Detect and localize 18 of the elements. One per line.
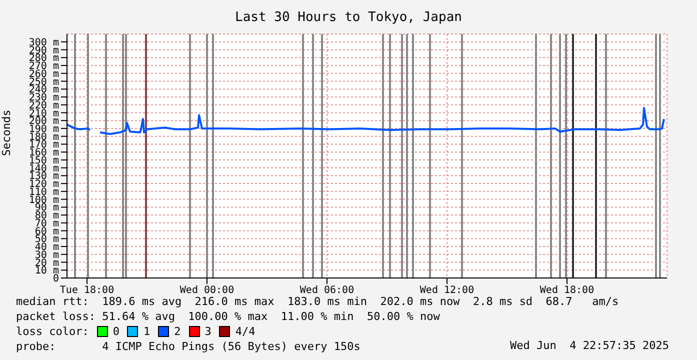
text: 4/4 [235, 324, 256, 339]
text: 2 [174, 324, 181, 339]
x-tick-label: Wed 18:00 [540, 285, 594, 296]
text: packet loss: 51.64 % avg 100.00 % max 11.00 % min 50.00 % now [16, 309, 441, 324]
chart-title: Last 30 Hours to Tokyo, Japan [234, 10, 463, 25]
x-tick-label: Wed 12:00 [420, 285, 474, 296]
x-tick-label: Wed 06:00 [300, 285, 354, 296]
x-tick-label: Wed 00:00 [180, 285, 234, 296]
text: loss color: [16, 324, 89, 339]
y-axis-title: Seconds [0, 110, 13, 156]
text: Wed Jun 4 22:57:35 2025 [510, 339, 669, 352]
text: 1 [143, 324, 150, 339]
text: 0 [112, 324, 120, 339]
text: 3 [204, 324, 212, 339]
x-tick-label: Tue 18:00 [60, 285, 114, 296]
text: probe: 4 ICMP Echo Pings (56 Bytes) every 150s [16, 340, 360, 353]
y-tick-label: 0 [52, 274, 59, 285]
text: median rtt: 189.6 ms avg 216.0 ms max 183.0 ms min 202.0 ms now 2.8 ms sd 68.7 am/s [16, 294, 619, 309]
